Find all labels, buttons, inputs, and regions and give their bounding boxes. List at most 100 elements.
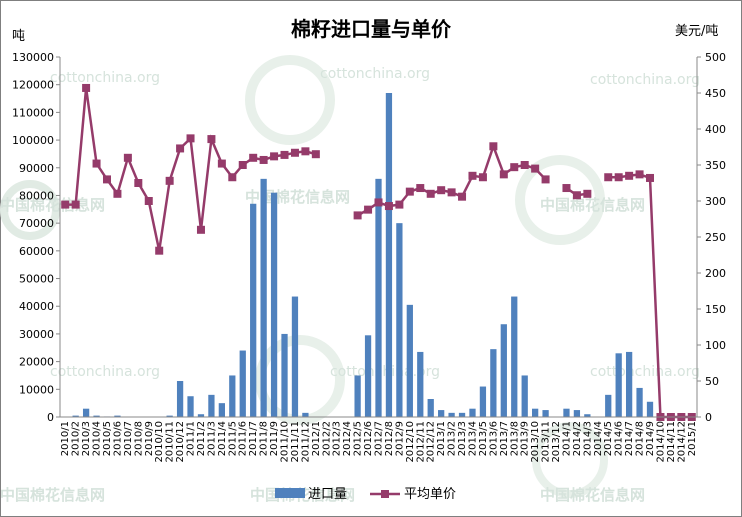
category-label: 2011/4 [217,421,228,456]
category-label: 2013/4 [467,421,478,456]
price-point [426,189,435,198]
bar [458,412,466,417]
bar [385,93,393,417]
watermark-text: 中国棉花信息网 [540,196,645,214]
price-point [238,161,247,169]
left-tick-label: 0 [47,411,54,424]
category-label: 2014/4 [593,421,604,456]
right-tick-label: 50 [705,375,719,388]
price-point [374,198,383,207]
bar [260,178,267,417]
left-tick-label: 30000 [19,328,54,341]
price-point [541,175,550,184]
category-label: 2012/10 [405,421,416,463]
left-tick-label: 80000 [19,189,54,202]
price-point [207,135,216,144]
chart-title: 棉籽进口量与单价 [291,17,452,41]
category-label: 2010/2 [71,421,82,456]
bar [396,223,403,417]
price-point [259,155,268,164]
watermark-text: cottonchina.org [330,364,440,380]
category-label: 2013/2 [447,421,458,456]
category-label: 2011/5 [227,421,238,456]
price-point [646,173,655,182]
watermark-swirl [245,55,335,145]
bar [636,387,643,417]
right-tick-label: 200 [705,267,726,280]
category-label: 2013/10 [530,421,541,463]
category-label: 2012/12 [426,421,437,463]
price-point [176,144,185,153]
price-point [437,186,446,195]
right-tick-label: 400 [705,123,726,136]
category-label: 2012/9 [394,421,405,456]
right-tick-label: 250 [705,231,726,244]
bar [82,408,90,417]
bar [250,203,257,417]
watermark-swirl [532,422,608,498]
bar-series [72,93,654,417]
category-label: 2013/9 [520,421,531,456]
price-point [301,147,310,156]
watermark-text: cottonchina.org [320,66,430,82]
bar [427,399,434,417]
bar [302,412,309,417]
watermark-text: cottonchina.org [50,70,160,86]
category-label: 2012/2 [321,421,332,456]
category-label: 2010/3 [81,421,92,456]
category-label: 2011/11 [290,421,301,463]
bar [584,414,591,417]
left-tick-label: 20000 [19,356,54,369]
category-label: 2015/1 [687,421,698,456]
category-label: 2013/7 [499,421,510,456]
price-point [217,159,226,168]
category-label: 2010/4 [92,421,103,456]
bar [114,415,121,417]
price-point [458,192,467,201]
category-label: 2014/5 [603,421,614,456]
category-label: 2011/8 [259,421,270,456]
left-tick-label: 110000 [12,106,54,119]
category-label: 2010/9 [144,421,155,456]
price-point [92,159,101,168]
watermark-text: 中国棉花信息网 [540,486,645,504]
price-point [113,189,122,198]
bar [625,351,633,417]
category-label: 2011/1 [186,421,197,456]
left-axis-unit: 吨 [12,29,25,44]
bar [469,408,476,417]
watermark-text: cottonchina.org [590,72,700,88]
right-tick-label: 300 [705,195,726,208]
bar [511,296,518,417]
right-tick-label: 450 [705,87,726,100]
right-tick-label: 500 [705,51,726,64]
bar [364,335,372,417]
bar [229,375,236,417]
right-tick-label: 150 [705,303,726,316]
left-tick-label: 90000 [19,162,54,175]
category-label: 2012/7 [374,421,385,456]
watermark-text: cottonchina.org [590,364,700,380]
category-label: 2014/1 [561,421,572,456]
left-tick-label: 10000 [19,383,54,396]
legend-label-line: 平均单价 [404,487,456,502]
bar [270,192,278,417]
watermark-text: 中国棉花信息网 [0,486,105,504]
bar [438,410,445,417]
left-tick-label: 50000 [19,273,54,286]
category-label: 2011/12 [300,421,311,463]
bar [448,412,455,417]
category-label: 2013/1 [436,421,447,456]
price-point [520,161,529,169]
price-point [395,200,404,209]
category-label: 2014/6 [614,421,625,456]
bar [563,408,570,417]
category-label: 2013/6 [488,421,499,456]
category-label: 2013/3 [457,421,468,456]
category-label: 2014/2 [572,421,583,456]
price-point [270,152,279,161]
category-label: 2011/3 [206,421,217,456]
category-label: 2014/3 [582,421,593,456]
price-point [531,164,540,173]
